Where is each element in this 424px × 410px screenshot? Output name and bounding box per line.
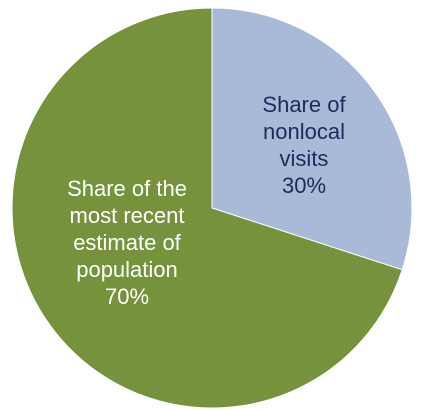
pie-slice-2 <box>11 7 403 409</box>
pie-slice-label-line: Share of the <box>67 176 187 201</box>
pie-labels: Share of nonlocal visits 30% Share of the mos… <box>67 92 346 309</box>
pie-slice-value-label: 70% <box>105 284 149 309</box>
pie-slice-1 <box>211 7 413 271</box>
pie-slice-label-line: Share of <box>262 92 346 117</box>
pie-slice-label-line: nonlocal <box>263 119 345 144</box>
pie-slice-label-1: Share of nonlocal visits 30% <box>262 92 346 198</box>
pie-slice-label-line: estimate of <box>73 230 181 255</box>
pie-slices <box>11 7 413 409</box>
pie-slice-label-line: population <box>76 257 178 282</box>
pie-slice-label-2: Share of the most recent estimate of popula… <box>67 176 187 309</box>
pie-slice-value-label: 30% <box>282 173 326 198</box>
pie-slice-label-line: most recent <box>70 203 185 228</box>
pie-slice-label-line: visits <box>280 146 329 171</box>
